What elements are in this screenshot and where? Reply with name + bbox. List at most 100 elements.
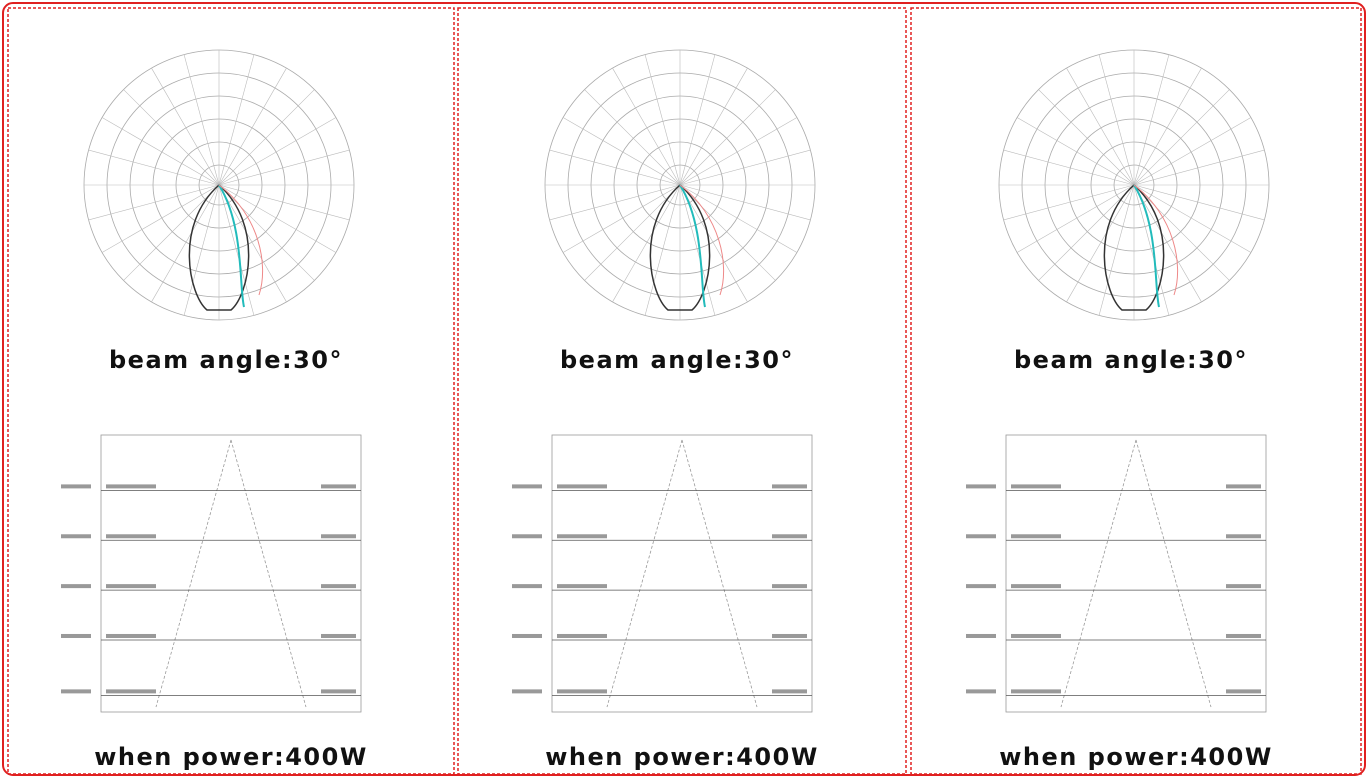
level-note [1011, 633, 1061, 638]
polar-spoke [1133, 54, 1170, 186]
level-note [557, 534, 607, 539]
panel-frame [7, 7, 455, 775]
polar-spoke [1133, 184, 1230, 281]
level-note [966, 633, 996, 638]
illuminance-diagram [966, 434, 1267, 713]
polar-spoke [218, 184, 337, 253]
polar-spoke [1003, 184, 1135, 221]
polar-spoke [612, 67, 681, 186]
beam-curve-cyan [1133, 184, 1160, 308]
polar-diagram [998, 49, 1270, 321]
polar-spoke [679, 184, 716, 316]
level-note [1011, 534, 1061, 539]
polar-spoke [101, 184, 220, 253]
level-note [1226, 484, 1261, 489]
polar-spoke [562, 117, 681, 186]
polar-spoke [1133, 89, 1230, 186]
polar-spoke [644, 184, 681, 316]
polar-spoke [183, 54, 220, 186]
level-note [321, 534, 356, 539]
beam-caption: beam angle:30° [109, 346, 343, 374]
diagram-frame [1005, 434, 1267, 713]
level-note [512, 484, 542, 489]
level-note [557, 484, 607, 489]
polar-diagram [83, 49, 355, 321]
polar-spoke [549, 184, 681, 221]
polar-spoke [549, 149, 681, 186]
panel: beam angle:30° when power:400W [910, 7, 1362, 775]
polar-spoke [644, 54, 681, 186]
polar-spoke [679, 149, 811, 186]
panel: beam angle:30° when power:400W [7, 7, 455, 775]
level-note [1226, 534, 1261, 539]
level-note [966, 584, 996, 589]
level-note [106, 534, 156, 539]
polar-spoke [1133, 184, 1265, 221]
polar-spoke [218, 149, 350, 186]
beam-curve-red [1133, 184, 1179, 296]
level-note [61, 534, 91, 539]
beam-curve [1103, 184, 1165, 311]
polar-spoke [679, 184, 776, 281]
polar-spoke [584, 184, 681, 281]
polar-spoke [679, 54, 716, 186]
polar-spoke [151, 67, 220, 186]
polar-spoke [1133, 184, 1170, 316]
polar-spoke [562, 184, 681, 253]
polar-spoke [123, 184, 220, 281]
polar-spoke [1003, 149, 1135, 186]
polar-spoke [679, 89, 776, 186]
level-note [106, 584, 156, 589]
polar-spoke [218, 117, 337, 186]
level-note [772, 534, 807, 539]
polar-diagram [544, 49, 816, 321]
beam-caption: beam angle:30° [1014, 346, 1248, 374]
level-note [61, 584, 91, 589]
polar-spoke [151, 184, 220, 303]
level-note [61, 633, 91, 638]
level-note [1011, 689, 1061, 694]
polar-spoke [1038, 89, 1135, 186]
illuminance-diagram [61, 434, 362, 713]
beam-curve-red [218, 184, 264, 296]
level-note [772, 633, 807, 638]
beam-curve [649, 184, 711, 311]
polar-spoke [218, 184, 315, 281]
beam-curve-red [679, 184, 725, 296]
level-note [106, 633, 156, 638]
polar-spoke [1098, 184, 1135, 316]
level-note [321, 633, 356, 638]
polar-spoke [1133, 67, 1202, 186]
polar-spoke [679, 67, 748, 186]
polar-spoke [218, 184, 350, 221]
level-note [106, 689, 156, 694]
beam-curve-cyan [218, 184, 245, 308]
polar-spoke [679, 184, 798, 253]
diagram-frame [100, 434, 362, 713]
level-note [1226, 689, 1261, 694]
polar-spoke [612, 184, 681, 303]
level-note [557, 689, 607, 694]
level-note [106, 484, 156, 489]
level-note [772, 689, 807, 694]
polar-spoke [183, 184, 220, 316]
power-caption: when power:400W [94, 743, 368, 771]
polar-spoke [218, 184, 287, 303]
polar-spoke [584, 89, 681, 186]
level-note [772, 484, 807, 489]
polar-spoke [101, 117, 220, 186]
polar-spoke [1016, 184, 1135, 253]
polar-spoke [1098, 54, 1135, 186]
level-note [512, 584, 542, 589]
level-note [772, 584, 807, 589]
polar-spoke [123, 89, 220, 186]
level-note [1226, 633, 1261, 638]
illuminance-diagram [512, 434, 813, 713]
polar-spoke [218, 54, 255, 186]
polar-spoke [88, 184, 220, 221]
polar-spoke [1133, 184, 1202, 303]
power-caption: when power:400W [999, 743, 1273, 771]
level-note [512, 534, 542, 539]
